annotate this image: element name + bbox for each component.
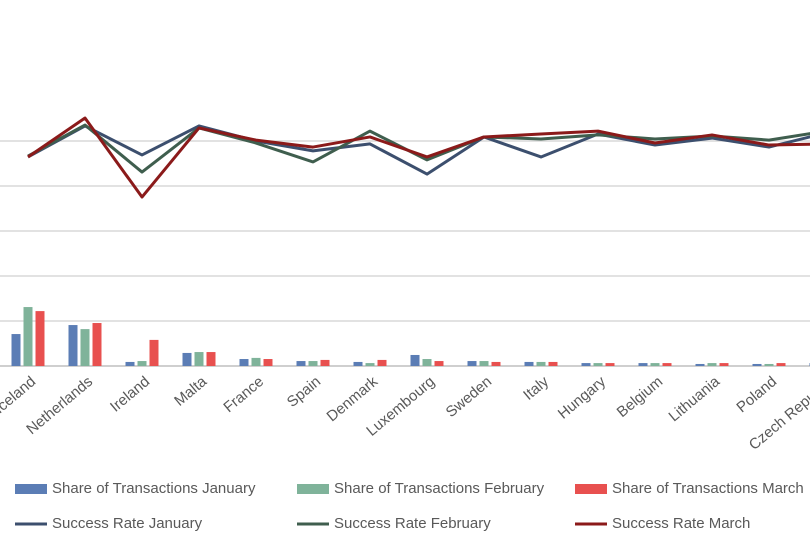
bar bbox=[353, 361, 363, 366]
bar bbox=[182, 352, 192, 366]
bar bbox=[638, 363, 648, 366]
x-tick-label: Belgium bbox=[614, 373, 666, 421]
bar bbox=[467, 361, 477, 366]
bar bbox=[410, 354, 420, 366]
bar bbox=[422, 359, 432, 366]
bar bbox=[377, 359, 387, 366]
bar bbox=[149, 339, 159, 366]
bar bbox=[239, 359, 249, 366]
bar bbox=[776, 363, 786, 366]
bar bbox=[92, 323, 102, 366]
bar bbox=[707, 363, 717, 366]
legend-swatch bbox=[575, 484, 607, 494]
x-tick-label: France bbox=[220, 373, 267, 416]
legend-label: Success Rate March bbox=[612, 515, 750, 532]
x-tick-label: Italy bbox=[520, 373, 552, 404]
legend-swatch bbox=[15, 484, 47, 494]
bar bbox=[23, 307, 33, 366]
bar bbox=[365, 363, 375, 366]
x-tick-label: Iceland bbox=[0, 373, 39, 417]
bar bbox=[296, 361, 306, 366]
x-tick-label: Hungary bbox=[555, 373, 610, 423]
bar bbox=[524, 361, 534, 366]
x-tick-label: Ireland bbox=[107, 373, 153, 416]
legend-label: Share of Transactions March bbox=[612, 480, 804, 497]
bar bbox=[434, 361, 444, 366]
bar bbox=[581, 363, 591, 366]
legend-swatch bbox=[297, 484, 329, 494]
legend-label: Success Rate February bbox=[334, 515, 491, 532]
line bbox=[27, 124, 810, 176]
x-tick-label: Lithuania bbox=[666, 373, 724, 426]
bar bbox=[320, 359, 330, 366]
bar bbox=[695, 363, 705, 366]
legend-label: Share of Transactions January bbox=[52, 480, 256, 497]
bar bbox=[752, 363, 762, 366]
bar bbox=[764, 363, 774, 366]
bar bbox=[80, 329, 90, 366]
bar bbox=[206, 352, 216, 366]
legend-label: Success Rate January bbox=[52, 515, 203, 532]
bar bbox=[35, 311, 45, 366]
bar bbox=[68, 325, 78, 366]
bar bbox=[605, 363, 615, 366]
bar bbox=[548, 361, 558, 366]
bar bbox=[536, 361, 546, 366]
bar bbox=[251, 357, 261, 366]
bar bbox=[719, 363, 729, 366]
x-tick-label: Denmark bbox=[324, 373, 382, 425]
bar bbox=[308, 361, 318, 366]
line bbox=[27, 116, 810, 199]
bar bbox=[11, 334, 21, 366]
x-tick-label: Malta bbox=[171, 373, 211, 410]
bar bbox=[491, 361, 501, 366]
legend-label: Share of Transactions February bbox=[334, 480, 545, 497]
bar bbox=[650, 363, 660, 366]
bar bbox=[479, 361, 489, 366]
x-tick-label: Poland bbox=[733, 373, 780, 416]
x-tick-label: Spain bbox=[284, 373, 324, 411]
bar bbox=[137, 361, 147, 366]
bar bbox=[593, 363, 603, 366]
bar bbox=[125, 361, 135, 366]
bar bbox=[662, 363, 672, 366]
bar bbox=[194, 352, 204, 366]
x-tick-label: Sweden bbox=[443, 373, 495, 421]
line bbox=[27, 123, 810, 174]
bar bbox=[263, 359, 273, 366]
